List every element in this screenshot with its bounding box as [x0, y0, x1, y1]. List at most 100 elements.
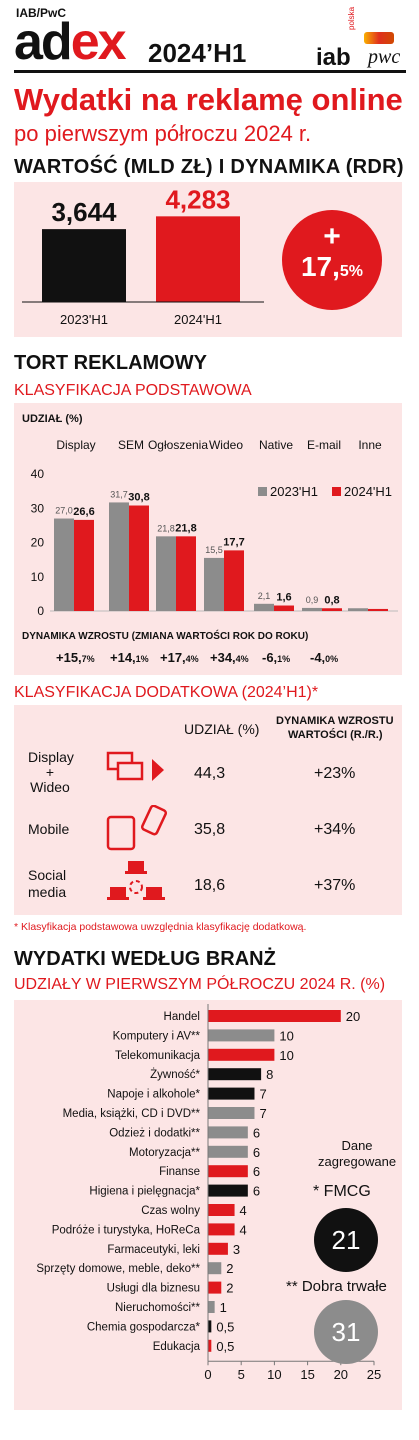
industry-label: Odzież i dodatki**	[109, 1127, 200, 1139]
row-name-line1: Display	[28, 749, 74, 765]
industry-bar-value: 6	[253, 1145, 260, 1160]
social-network-icon	[107, 861, 165, 900]
extra-row-share: 35,8	[194, 821, 226, 838]
share-bar-chart: 0 10 20 30 40 Display 27,0 26,6 SEM 31,7 30,8 Ogłos…	[31, 438, 398, 618]
industry-label: Napoje i alkohole*	[107, 1089, 200, 1101]
share-bar	[274, 605, 294, 611]
extra-row-share: 44,3	[194, 765, 226, 782]
share-chart-panel: UDZIAŁ (%) 0 10 20 30 40 Display 27,0 26,6 SEM 31…	[14, 403, 402, 675]
industry-bar	[208, 1339, 212, 1352]
industry-bar-value: 4	[240, 1222, 247, 1237]
share-bar-label: 15,5	[205, 545, 223, 555]
y-tick-label: 10	[31, 570, 45, 584]
aggregated-label-2: zagregowane	[318, 1154, 397, 1169]
industry-bar	[208, 1242, 228, 1255]
industry-label: Telekomunikacja	[115, 1050, 201, 1062]
share-bar	[348, 608, 368, 611]
share-bar	[368, 608, 388, 611]
value-bar	[156, 216, 240, 302]
col-dyn-header-1: DYNAMIKA WZROSTU	[276, 715, 394, 727]
industry-bar	[208, 1107, 255, 1119]
category-label: SEM	[118, 438, 144, 452]
extra-row-dyn: +37%	[314, 877, 356, 894]
x-tick-label: 0	[204, 1367, 211, 1382]
value-bar-label: 4,283	[165, 184, 230, 214]
industry-bar	[208, 1029, 275, 1042]
industry-label: Komputery i AV**	[113, 1030, 201, 1042]
category-label: Display	[56, 438, 95, 452]
growth-value-decimal: 5%	[339, 263, 364, 280]
industry-bar	[208, 1184, 248, 1197]
col-dyn-header-2: WARTOŚCI (R./R.)	[288, 729, 383, 741]
header-rule	[14, 70, 406, 73]
industry-chart-panel: Handel 20 Komputery i AV** 10 Telekomunikacj…	[14, 1000, 402, 1410]
page-title: Wydatki na reklamę online	[14, 82, 403, 117]
industry-label: Edukacja	[153, 1341, 201, 1353]
pie-section-subtitle: KLASYFIKACJA PODSTAWOWA	[14, 382, 252, 399]
industry-bar-value: 20	[346, 1009, 360, 1024]
industry-section-title: WYDATKI WEDŁUG BRANŻ	[14, 948, 276, 970]
extra-section-subtitle: KLASYFIKACJA DODATKOWA (2024’H1)*	[14, 684, 319, 701]
share-bar-label: 0,8	[324, 594, 339, 606]
industry-bar-value: 3	[233, 1242, 240, 1257]
extra-footnote: * Klasyfikacja podstawowa uwzględnia kla…	[14, 921, 307, 933]
dynamics-value: +34,4%	[210, 650, 249, 665]
share-bar	[74, 519, 94, 611]
share-bar-label: 2,1	[258, 591, 271, 601]
x-tick-label: 25	[367, 1367, 381, 1382]
industry-bar	[208, 1145, 248, 1158]
dynamics-value: -4,0%	[310, 650, 339, 665]
category-label: E-mail	[307, 438, 341, 452]
industry-bar-value: 0,5	[216, 1339, 234, 1354]
dynamics-title: DYNAMIKA WZROSTU (ZMIANA WARTOŚCI ROK DO…	[22, 631, 309, 642]
industry-label: Media, książki, CD i DVD**	[63, 1108, 201, 1120]
extra-row-label: Mobile	[28, 821, 70, 837]
category-label: Native	[259, 438, 293, 452]
col-share-header: UDZIAŁ (%)	[184, 721, 260, 737]
dynamics-value: +14,1%	[110, 650, 149, 665]
industry-bar-value: 2	[226, 1281, 233, 1296]
value-chart-panel: 3,644 2023'H1 4,283 2024'H1 + 17,5%	[14, 182, 402, 337]
share-bar	[254, 603, 274, 611]
y-tick-label: 30	[31, 501, 45, 515]
industry-bar-value: 4	[240, 1203, 247, 1218]
industry-bar	[208, 1010, 341, 1022]
x-tick-label: 5	[238, 1367, 245, 1382]
extra-row-dyn: +34%	[314, 821, 356, 838]
share-bar	[224, 550, 244, 611]
industry-bar	[208, 1048, 275, 1061]
industry-label: Higiena i pielęgnacja*	[89, 1186, 200, 1198]
share-bar-label: 31,7	[110, 489, 128, 499]
share-bar	[109, 502, 129, 611]
share-bar	[302, 607, 322, 611]
industry-bar-value: 8	[266, 1067, 273, 1082]
row-name-line1: Social	[28, 867, 67, 883]
industry-bar	[208, 1223, 235, 1236]
legend-label: 2024'H1	[344, 484, 392, 499]
industry-bar-value: 2	[226, 1261, 233, 1276]
durable-value: 31	[314, 1300, 378, 1364]
share-bar-label: 30,8	[128, 492, 149, 504]
industry-label: Motoryzacja**	[129, 1147, 200, 1159]
value-bar-label: 3,644	[51, 197, 117, 227]
y-tick-label: 20	[31, 536, 45, 550]
dynamics-value: -6,1%	[262, 650, 291, 665]
industry-label: Farmaceutyki, leki	[107, 1244, 200, 1256]
industry-bar	[208, 1301, 215, 1313]
extra-row-share: 18,6	[194, 877, 226, 894]
share-label: UDZIAŁ (%)	[22, 413, 83, 425]
extra-row-label: Display + Wideo	[28, 749, 74, 795]
growth-plus: +	[323, 220, 341, 253]
value-bar	[42, 229, 126, 302]
iab-logo: iab	[316, 44, 351, 71]
share-bar-label: 17,7	[223, 536, 244, 548]
industry-label: Podróże i turystyka, HoReCa	[52, 1224, 201, 1236]
dynamics-row: +15,7% +14,1% +17,4% +34,4% -6,1% -4,0%	[14, 649, 402, 669]
industry-bar-value: 0,5	[216, 1319, 234, 1334]
mobile-devices-icon	[106, 805, 168, 851]
industry-bar	[208, 1068, 262, 1081]
extra-row-label: Social media	[28, 867, 66, 901]
industry-bar	[208, 1262, 222, 1275]
share-bar	[129, 505, 149, 611]
